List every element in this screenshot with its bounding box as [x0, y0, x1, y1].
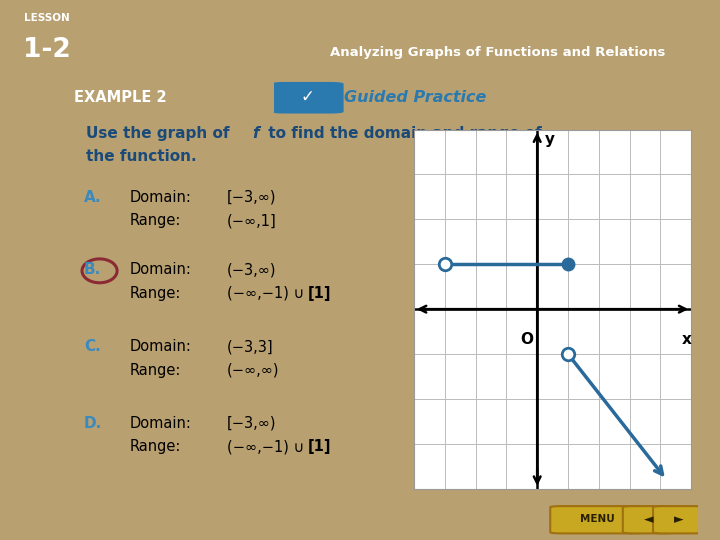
Text: ✓: ✓	[300, 88, 314, 106]
Text: D.: D.	[84, 416, 102, 431]
Text: Domain:: Domain:	[130, 262, 192, 278]
Text: (−∞,1]: (−∞,1]	[227, 213, 276, 228]
Text: Analyzing Graphs of Functions and Relations: Analyzing Graphs of Functions and Relati…	[330, 46, 665, 59]
Text: Range:: Range:	[130, 440, 181, 454]
Text: LESSON: LESSON	[24, 14, 70, 23]
Text: [1]: [1]	[308, 440, 332, 454]
Text: A.: A.	[84, 190, 102, 205]
Text: y: y	[545, 132, 555, 147]
Text: Range:: Range:	[130, 362, 181, 377]
Text: f: f	[252, 126, 258, 141]
FancyBboxPatch shape	[550, 506, 644, 534]
Text: ►: ►	[674, 512, 683, 525]
Text: [−3,∞): [−3,∞)	[227, 190, 276, 205]
Text: Use the graph of: Use the graph of	[86, 126, 235, 141]
Text: B.: B.	[84, 262, 101, 278]
FancyBboxPatch shape	[271, 82, 343, 113]
Text: [−3,∞): [−3,∞)	[227, 416, 276, 431]
Text: (−3,∞): (−3,∞)	[227, 262, 276, 278]
Text: EXAMPLE 2: EXAMPLE 2	[73, 90, 166, 105]
Text: (−∞,−1) ∪: (−∞,−1) ∪	[227, 286, 309, 301]
Text: C.: C.	[84, 339, 101, 354]
Text: Range:: Range:	[130, 286, 181, 301]
FancyBboxPatch shape	[623, 506, 674, 534]
Text: to find the domain and range of: to find the domain and range of	[263, 126, 542, 141]
Text: Domain:: Domain:	[130, 416, 192, 431]
Text: Range:: Range:	[130, 213, 181, 228]
FancyBboxPatch shape	[653, 506, 704, 534]
Text: Domain:: Domain:	[130, 339, 192, 354]
Text: x: x	[682, 332, 691, 347]
Text: (−∞,−1) ∪: (−∞,−1) ∪	[227, 440, 309, 454]
Text: 1-2: 1-2	[23, 37, 71, 63]
Text: (−∞,∞): (−∞,∞)	[227, 362, 279, 377]
Text: the function.: the function.	[86, 149, 197, 164]
Text: MENU: MENU	[580, 514, 614, 524]
Text: Guided Practice: Guided Practice	[343, 90, 486, 105]
Text: Domain:: Domain:	[130, 190, 192, 205]
Text: (−3,3]: (−3,3]	[227, 339, 274, 354]
Text: ◄: ◄	[644, 512, 653, 525]
Text: [1]: [1]	[308, 286, 332, 301]
Text: O: O	[521, 332, 534, 347]
